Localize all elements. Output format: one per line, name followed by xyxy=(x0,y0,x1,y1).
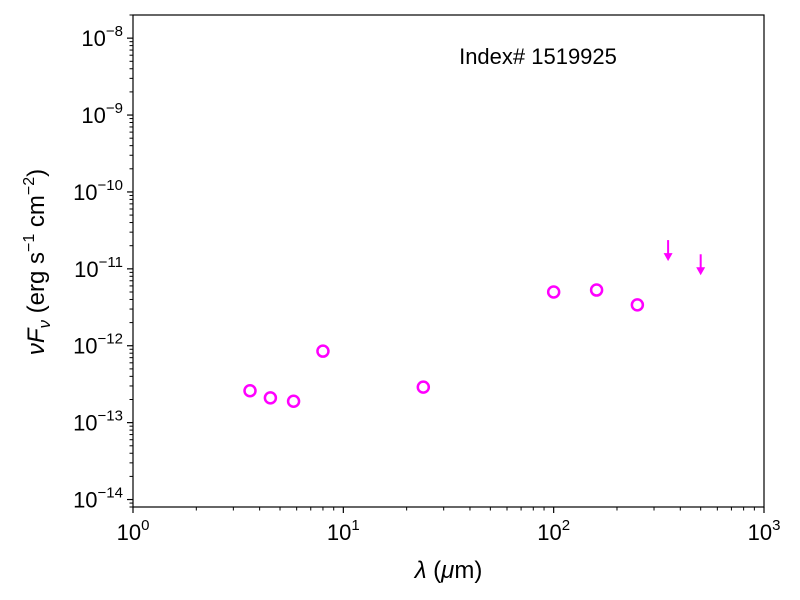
axis-ticks xyxy=(127,14,765,513)
x-tick-label: 100 xyxy=(117,517,150,545)
y-tick-label: 10−14 xyxy=(73,485,123,513)
x-tick-label: 103 xyxy=(748,517,781,545)
x-tick-label: 101 xyxy=(327,517,360,545)
data-marks xyxy=(243,240,706,408)
x-axis-label-text: λ (μm) xyxy=(413,557,483,584)
data-point xyxy=(243,383,257,398)
axis-tick-labels: 100 101 102 103 10−14 10−13 10−12 10−11 10−10 10−… xyxy=(73,23,780,545)
plot-frame xyxy=(132,14,765,508)
y-tick-label: 10−8 xyxy=(81,23,123,51)
y-axis-label-text: νFν (erg s−1 cm−2) xyxy=(21,169,54,355)
y-axis-label: νFν (erg s−1 cm−2) xyxy=(21,169,54,355)
data-point xyxy=(286,394,301,408)
x-tick-label: 102 xyxy=(537,517,570,545)
upper-limit-arrow xyxy=(663,240,673,262)
upper-limit-arrow xyxy=(696,254,706,276)
upper-limit-head xyxy=(696,267,706,276)
y-tick-label: 10−13 xyxy=(73,408,123,436)
data-point xyxy=(546,285,561,299)
y-tick-label: 10−11 xyxy=(74,254,123,282)
data-point xyxy=(589,283,604,297)
data-point xyxy=(316,344,330,358)
data-point xyxy=(263,391,278,405)
data-point xyxy=(630,298,645,312)
upper-limit-head xyxy=(663,253,673,262)
data-point xyxy=(416,380,431,394)
y-tick-label: 10−10 xyxy=(73,177,123,205)
y-tick-label: 10−12 xyxy=(73,331,123,359)
chart-annotation: Index# 1519925 xyxy=(459,44,617,69)
x-axis-label: λ (μm) xyxy=(413,557,483,584)
y-tick-label: 10−9 xyxy=(81,100,123,128)
